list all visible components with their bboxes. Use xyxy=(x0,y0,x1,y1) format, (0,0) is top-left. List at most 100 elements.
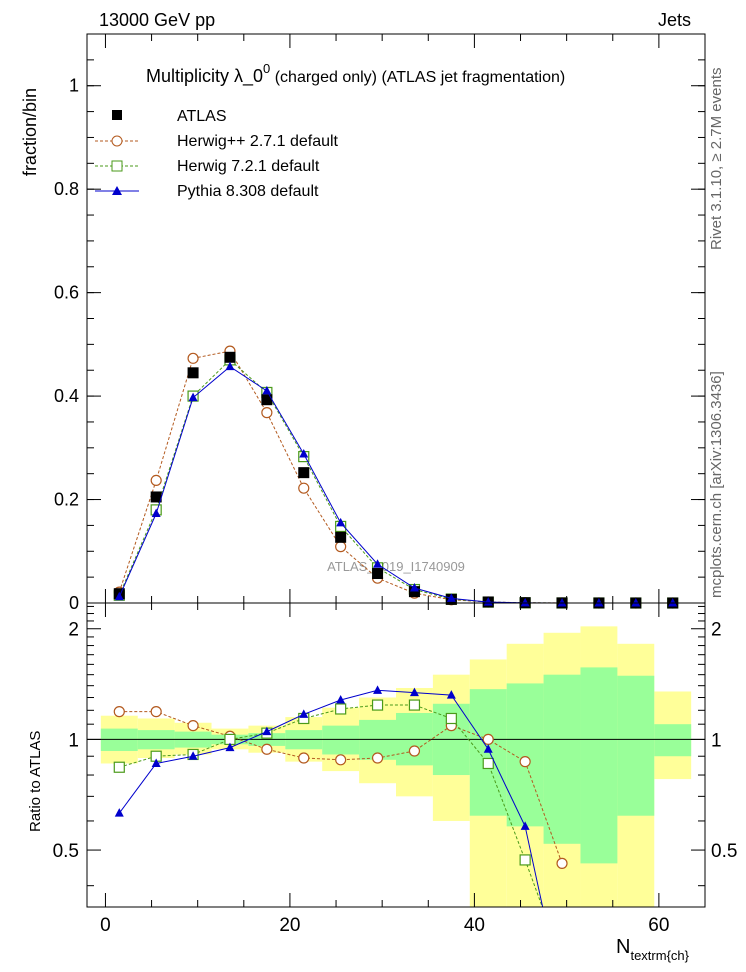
ratio-point-circle xyxy=(408,745,421,757)
ratio-point-circle xyxy=(150,706,162,718)
legend-label-atlas: ATLAS xyxy=(177,108,227,125)
main-ytick-label: 0 xyxy=(69,593,79,613)
legend-label-herwig7: Herwig 7.2.1 default xyxy=(177,158,320,175)
ratio-series-circle xyxy=(113,706,568,869)
main-point-circle xyxy=(187,352,199,364)
main-point-triangle xyxy=(188,392,198,402)
ratio-band-green xyxy=(580,667,618,864)
legend-item-atlas: ATLAS xyxy=(112,108,227,125)
ratio-point-triangle xyxy=(520,821,530,830)
main-point-data xyxy=(372,568,384,580)
ratio-band-green xyxy=(543,674,581,844)
x-axis-label-main: N xyxy=(616,936,630,958)
ratio-series-triangle xyxy=(114,685,544,907)
main-point-triangle xyxy=(631,597,641,607)
title-main: Multiplicity λ_0 xyxy=(146,66,263,87)
ratio-point-circle xyxy=(335,754,347,766)
ratio-ytick-label-left: 2 xyxy=(68,620,79,641)
ratio-point-triangle xyxy=(114,808,124,817)
main-point-data xyxy=(150,491,162,503)
main-axis-ticks: 0 0.2 0.4 0.6 0.8 1 xyxy=(54,33,705,613)
main-point-circle xyxy=(335,541,347,553)
ratio-xtick-label: 0 xyxy=(100,915,111,936)
main-point-data xyxy=(187,367,199,379)
ratio-point-square xyxy=(113,761,125,773)
main-point-triangle xyxy=(114,591,124,601)
main-point-triangle xyxy=(668,597,678,607)
ratio-point-circle xyxy=(482,733,494,746)
ratio-point-square xyxy=(445,712,457,725)
ratio-point-square xyxy=(519,854,531,866)
main-ylabel: fraction/bin xyxy=(20,88,40,176)
x-axis-label: Ntextrm{ch} xyxy=(616,936,690,963)
ratio-band-green xyxy=(654,724,692,757)
main-point-circle xyxy=(261,407,273,419)
ratio-xtick-label: 60 xyxy=(648,915,669,936)
ratio-plot-panel: 0.5 0.51 12 20 20 40 60 Ratio to ATLAS Ntextrm… xyxy=(27,602,737,963)
ratio-ytick-label-right: 2 xyxy=(711,620,722,641)
main-point-data xyxy=(224,351,236,363)
ratio-point-circle xyxy=(298,752,310,764)
main-plot-panel: ATLAS_2019_I1740909 0 0.2 0.4 0.6 0.8 1 Multi… xyxy=(20,33,706,613)
ratio-uncertainty-bands xyxy=(100,626,692,907)
analysis-watermark: ATLAS_2019_I1740909 xyxy=(327,559,465,574)
main-point-triangle xyxy=(262,385,272,395)
legend-marker-pythia xyxy=(112,186,122,195)
ratio-xtick-label: 40 xyxy=(464,915,485,936)
ratio-band-green xyxy=(617,675,655,816)
legend-marker-herwig7 xyxy=(111,160,123,172)
ratio-point-square xyxy=(335,703,347,715)
main-point-triangle xyxy=(336,517,346,527)
ratio-point-triangle xyxy=(188,751,198,760)
main-point-circle xyxy=(150,474,162,487)
main-point-data xyxy=(335,531,347,543)
ratio-ytick-label-right: 0.5 xyxy=(711,841,737,862)
main-point-triangle xyxy=(151,508,161,518)
main-point-triangle xyxy=(557,597,567,607)
ratio-axis-ticks: 0.5 0.51 12 20 20 40 60 xyxy=(53,603,737,936)
legend: ATLAS Herwig++ 2.7.1 default Herwig 7.2.… xyxy=(95,108,339,200)
title-rest: (charged only) (ATLAS jet fragmentation) xyxy=(270,69,565,86)
ratio-ytick-label-left: 1 xyxy=(68,730,79,751)
legend-item-herwigpp: Herwig++ 2.7.1 default xyxy=(95,133,339,150)
main-point-triangle xyxy=(373,559,383,568)
rivet-label: Rivet 3.1.10, ≥ 2.7M events xyxy=(708,68,725,251)
mcplots-label: mcplots.cern.ch [arXiv:1306.3436] xyxy=(708,371,725,598)
main-point-data xyxy=(298,467,310,479)
legend-marker-herwigpp xyxy=(111,135,123,147)
ratio-point-triangle xyxy=(373,685,383,694)
ratio-point-triangle xyxy=(446,690,456,699)
main-ytick-label: 0.4 xyxy=(54,386,79,406)
ratio-point-triangle xyxy=(225,742,235,752)
main-point-data xyxy=(408,586,420,598)
ratio-ytick-label-left: 0.5 xyxy=(53,841,79,862)
legend-marker-atlas xyxy=(112,110,122,120)
ratio-point-circle xyxy=(371,752,384,764)
plot-title: Multiplicity λ_00 (charged only) (ATLAS … xyxy=(146,61,565,87)
ratio-point-square xyxy=(408,699,421,711)
main-point-triangle xyxy=(299,449,309,458)
energy-label: 13000 GeV pp xyxy=(99,10,215,30)
title-superscript: 0 xyxy=(263,61,270,76)
main-point-triangle xyxy=(225,361,235,371)
ratio-frame xyxy=(86,602,706,908)
ratio-point-circle xyxy=(113,706,125,718)
legend-label-pythia: Pythia 8.308 default xyxy=(177,183,319,200)
main-point-triangle xyxy=(594,597,604,607)
ratio-point-square xyxy=(371,699,384,711)
ratio-point-circle xyxy=(187,720,199,732)
ratio-point-triangle xyxy=(483,744,493,753)
main-ytick-label: 0.6 xyxy=(54,283,79,303)
main-ytick-label: 0.2 xyxy=(54,490,79,510)
ratio-point-triangle xyxy=(299,709,309,718)
main-ytick-label: 0.8 xyxy=(54,179,79,199)
ratio-xtick-label: 20 xyxy=(279,915,300,936)
main-point-data xyxy=(261,394,273,406)
ratio-point-circle xyxy=(556,857,568,869)
ratio-ylabel: Ratio to ATLAS xyxy=(27,731,44,832)
x-axis-label-sub: textrm{ch} xyxy=(630,948,689,963)
ratio-point-triangle xyxy=(336,694,346,704)
legend-label-herwigpp: Herwig++ 2.7.1 default xyxy=(177,133,339,150)
ratio-point-triangle xyxy=(409,687,419,697)
